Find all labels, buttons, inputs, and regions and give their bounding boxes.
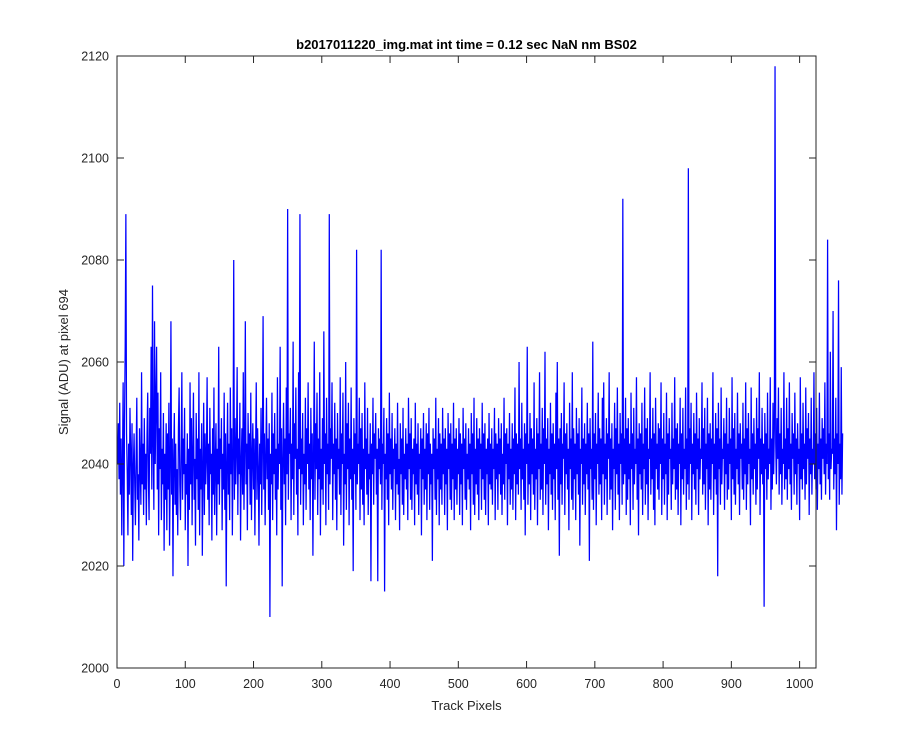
x-tick-label: 200 bbox=[243, 677, 264, 691]
plot-area bbox=[117, 56, 816, 668]
y-tick-label: 2020 bbox=[81, 560, 109, 574]
y-tick-label: 2060 bbox=[81, 356, 109, 370]
series-line-1 bbox=[117, 66, 844, 618]
y-tick-label: 2100 bbox=[81, 152, 109, 166]
x-tick-label: 800 bbox=[653, 677, 674, 691]
x-tick-label: 0 bbox=[114, 677, 121, 691]
x-tick-label: 1000 bbox=[786, 677, 814, 691]
y-axis-ticks: 2000 2020 2040 2060 2080 2100 2120 bbox=[81, 50, 816, 676]
x-tick-label: 900 bbox=[721, 677, 742, 691]
x-tick-label: 100 bbox=[175, 677, 196, 691]
x-axis-ticks: 0 100 200 300 400 500 600 700 800 900 1000 bbox=[114, 56, 814, 691]
y-axis-label: Signal (ADU) at pixel 694 bbox=[56, 289, 71, 435]
y-tick-label: 2040 bbox=[81, 458, 109, 472]
y-tick-label: 2080 bbox=[81, 254, 109, 268]
x-tick-label: 700 bbox=[584, 677, 605, 691]
x-tick-label: 300 bbox=[311, 677, 332, 691]
chart-title: b2017011220_img.mat int time = 0.12 sec … bbox=[296, 37, 637, 52]
x-tick-label: 400 bbox=[380, 677, 401, 691]
x-axis-label: Track Pixels bbox=[431, 698, 502, 713]
x-tick-label: 500 bbox=[448, 677, 469, 691]
y-tick-label: 2120 bbox=[81, 50, 109, 64]
y-tick-label: 2000 bbox=[81, 662, 109, 676]
x-tick-label: 600 bbox=[516, 677, 537, 691]
series-line-layer bbox=[117, 66, 844, 618]
